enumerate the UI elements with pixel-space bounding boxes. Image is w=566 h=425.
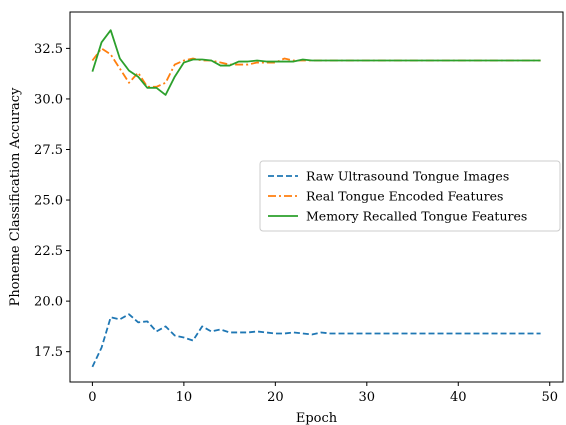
x-tick-label: 30: [359, 390, 376, 405]
series-line-1: [91, 313, 541, 368]
x-tick-label: 40: [450, 390, 467, 405]
x-axis: 0 10 20 30 40 50: [88, 382, 558, 405]
series-line-2: [91, 47, 541, 88]
y-axis-label: Phoneme Classification Accuracy: [8, 87, 23, 307]
y-axis: 17.5 20.0 22.5 25.0 27.5 30.0 32.5: [34, 42, 70, 360]
y-tick-label: 20.0: [34, 295, 63, 310]
plot-frame: [69, 11, 564, 383]
series-line-3: [91, 29, 541, 96]
y-tick-label: 17.5: [34, 345, 63, 360]
plot-lines: [91, 29, 541, 368]
y-tick-label: 32.5: [34, 42, 63, 57]
y-tick-label: 25.0: [34, 194, 63, 209]
y-tick-label: 22.5: [34, 244, 63, 259]
legend-label-2: Real Tongue Encoded Features: [306, 189, 503, 204]
x-tick-label: 10: [176, 390, 193, 405]
x-tick-label: 50: [541, 390, 558, 405]
x-axis-label: Epoch: [296, 411, 338, 425]
y-tick-label: 30.0: [34, 92, 63, 107]
legend: Raw Ultrasound Tongue Images Real Tongue …: [259, 160, 561, 232]
x-tick-label: 0: [88, 390, 96, 405]
x-tick-label: 20: [267, 390, 284, 405]
y-tick-label: 27.5: [34, 143, 63, 158]
legend-label-3: Memory Recalled Tongue Features: [306, 209, 527, 224]
legend-label-1: Raw Ultrasound Tongue Images: [306, 169, 509, 184]
legend-box: [259, 160, 561, 232]
